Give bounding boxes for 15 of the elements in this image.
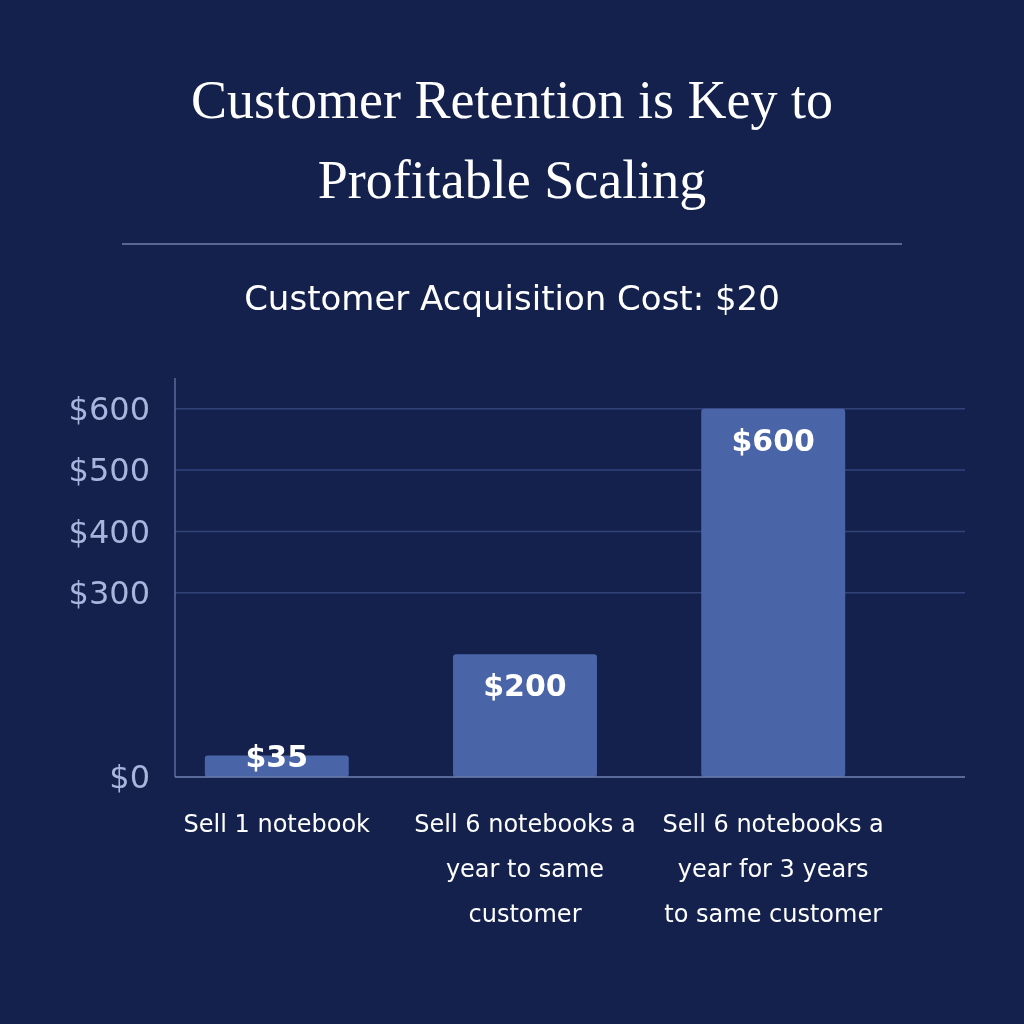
x-tick-label: Sell 1 notebook [183, 810, 371, 838]
y-tick-label: $500 [68, 451, 150, 490]
bar [453, 654, 597, 777]
data-label: $35 [245, 739, 309, 774]
y-tick-label: $300 [68, 574, 150, 613]
x-tick-label: Sell 6 notebooks a year to same customer [414, 810, 636, 928]
data-label: $200 [483, 668, 567, 704]
bar [701, 408, 846, 777]
chart-subtitle: Customer Acquisition Cost: $20 [244, 278, 780, 318]
y-tick-label: $0 [109, 758, 150, 797]
y-tick-label: $400 [68, 512, 150, 551]
x-tick-label: Sell 6 notebooks a year for 3 years to same customer [662, 810, 884, 928]
chart-title: Customer Retention is Key to Profitable Scaling [191, 70, 833, 210]
y-tick-label: $600 [68, 389, 150, 428]
data-label: $600 [731, 422, 815, 458]
